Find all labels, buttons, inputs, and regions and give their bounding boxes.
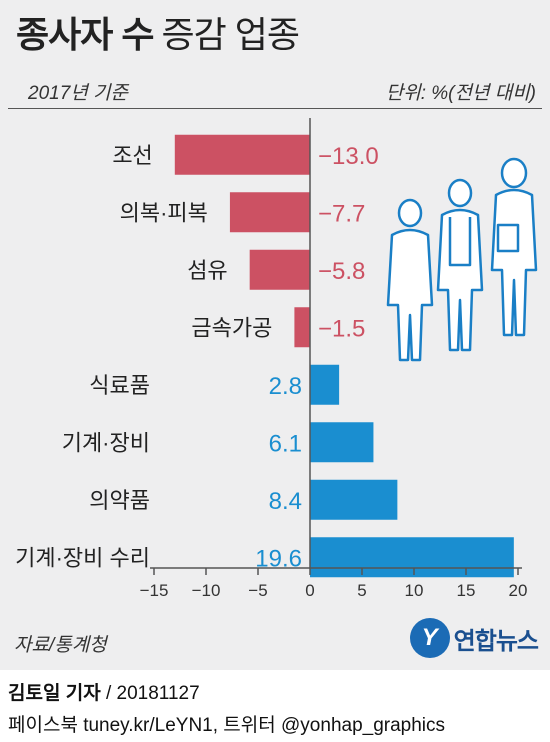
page-title: 종사자 수 증감 업종 <box>16 6 300 58</box>
value-label: 2.8 <box>269 373 302 400</box>
bar <box>294 307 310 348</box>
header-divider <box>8 108 542 109</box>
x-tick-label: 20 <box>509 581 528 600</box>
bar <box>310 364 340 405</box>
title-rest: 증감 업종 <box>161 14 299 55</box>
value-label: −5.8 <box>318 258 365 285</box>
bar-chart: 조선 −13.0 의복·피복 −7.7 섬유 −5.8 금속가공 −1.5 식료품 2.8 기계·장… <box>15 118 528 600</box>
category-label: 의약품 <box>89 488 150 513</box>
bar <box>249 249 310 290</box>
category-label: 섬유 <box>187 258 227 283</box>
category-label: 식료품 <box>89 373 150 398</box>
category-label: 기계·장비 수리 <box>15 545 150 570</box>
value-label: −13.0 <box>318 143 379 170</box>
logo-mark-icon: Y <box>409 618 450 658</box>
x-tick-label: 0 <box>305 581 314 600</box>
value-label: 8.4 <box>269 488 302 515</box>
base-year-label: 2017년 기준 <box>28 83 128 104</box>
value-label: 6.1 <box>269 430 302 457</box>
x-tick-label: 5 <box>357 581 366 600</box>
byline-date: / 20181127 <box>100 683 200 704</box>
byline-name: 김토일 기자 <box>8 683 101 704</box>
value-label: −7.7 <box>318 200 365 227</box>
category-label: 조선 <box>112 143 152 168</box>
category-label: 기계·장비 <box>62 430 150 455</box>
x-tick-label: −15 <box>140 581 169 600</box>
source-label: 자료/통계청 <box>14 635 107 656</box>
bar <box>229 192 310 233</box>
workers-icon <box>386 157 538 362</box>
title-bold: 종사자 수 <box>16 14 154 55</box>
bar <box>310 537 514 578</box>
x-tick-label: −5 <box>248 581 267 600</box>
category-label: 금속가공 <box>191 315 272 340</box>
footer-social: 페이스북 tuney.kr/LeYN1, 트위터 @yonhap_graphic… <box>8 715 446 736</box>
byline: 김토일 기자 / 20181127 <box>8 678 200 705</box>
x-tick-label: 15 <box>457 581 476 600</box>
infographic-card: 종사자 수 증감 업종 2017년 기준 단위: %(전년 대비) 조선 −13.0… <box>0 0 550 670</box>
x-tick-label: −10 <box>192 581 221 600</box>
unit-label: 단위: %(전년 대비) <box>385 83 536 104</box>
x-tick-label: 10 <box>405 581 424 600</box>
bar <box>310 479 398 520</box>
yonhap-logo: Y 연합뉴스 <box>409 618 539 658</box>
category-label: 의복·피복 <box>120 200 208 225</box>
logo-text: 연합뉴스 <box>453 627 539 655</box>
value-label: −1.5 <box>318 315 365 342</box>
bar <box>174 134 310 175</box>
bar <box>310 422 374 463</box>
